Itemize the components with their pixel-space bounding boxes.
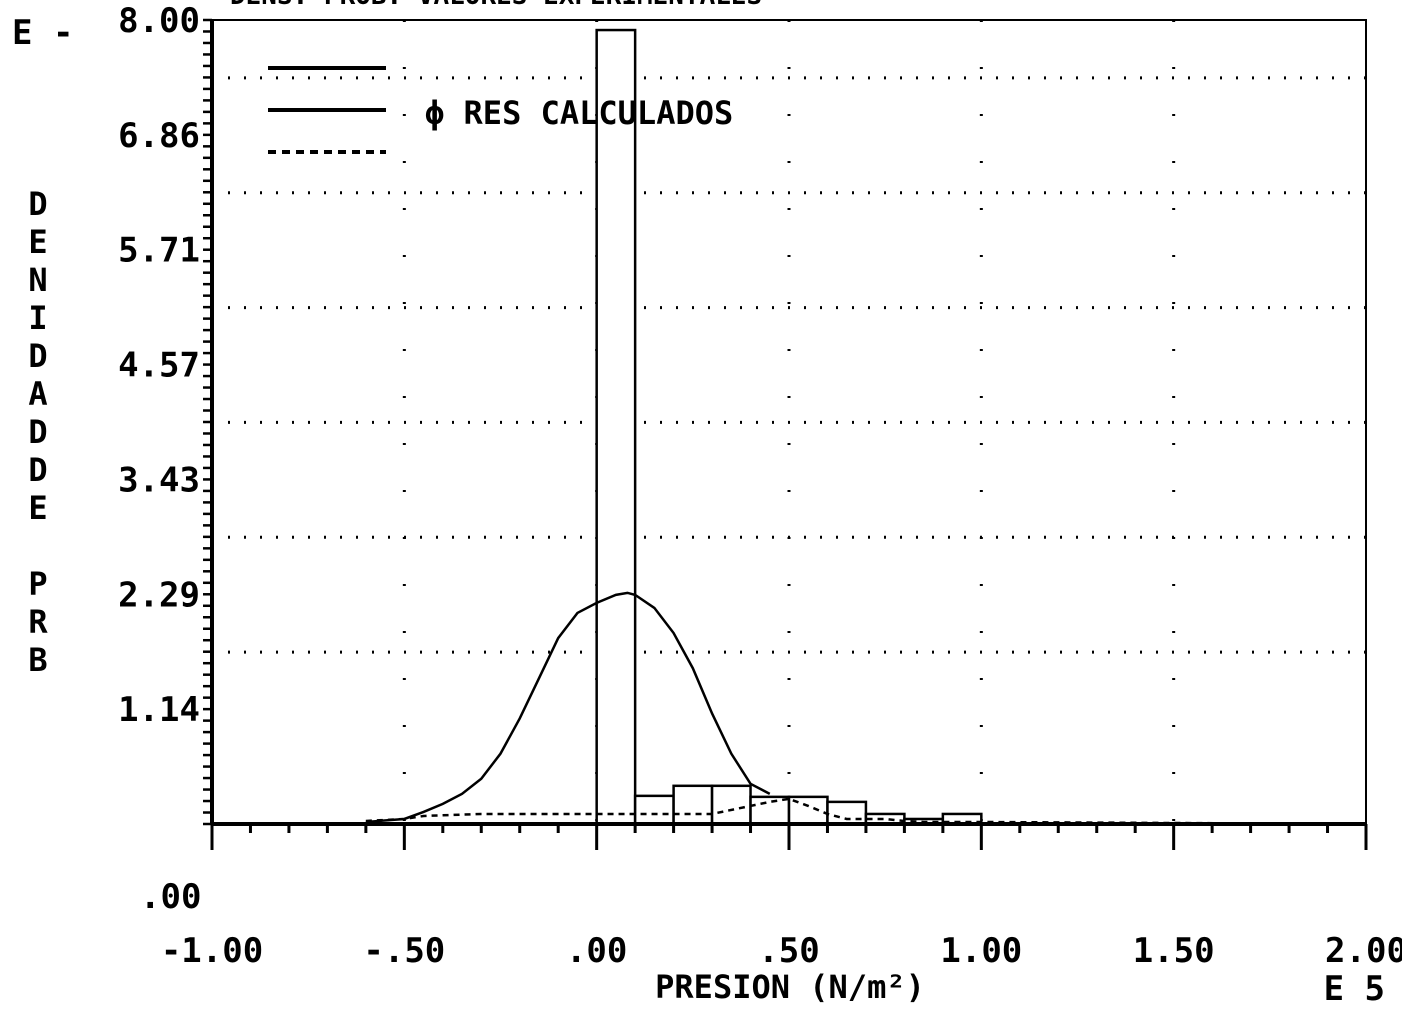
x-tick-label: 1.50 (1133, 931, 1215, 971)
x-tick-label: -.50 (363, 931, 445, 971)
y-tick-label: 3.43 (118, 460, 200, 500)
y-scale-note: E - (12, 13, 73, 53)
histogram-bar (633, 794, 675, 826)
histogram-layer (595, 28, 983, 826)
top-caption: DENS. PROB. VALORES EXPERIMENTALES (230, 0, 762, 11)
y-axis-label-letter: E (28, 489, 47, 527)
x-tick-label: -1.00 (161, 931, 263, 971)
y-tick-label: 6.86 (118, 116, 200, 156)
dashed-series-line (365, 797, 1367, 826)
y-tick-label: 1.14 (118, 690, 200, 730)
y-axis-label-letter: N (28, 261, 47, 299)
y-axis-label-letter: B (28, 641, 47, 679)
y-axis-label-letter: D (28, 337, 47, 375)
y-tick-label: 8.00 (118, 1, 200, 41)
y-axis-label-letter: I (28, 299, 47, 337)
y-axis-label-letter: D (28, 413, 47, 451)
y-axis-label-letter: E (28, 223, 47, 261)
y-axis-label-letter: A (28, 375, 47, 413)
y-axis-label-letter: R (28, 603, 48, 641)
x-tick-label: 1.00 (940, 931, 1022, 971)
y-axis-label-letter: P (28, 565, 47, 603)
histogram-bar (672, 784, 714, 826)
y-tick-label: 4.57 (118, 346, 200, 386)
x-axis-label: PRESION (N/m²) (655, 968, 925, 1006)
curve-layer (365, 591, 1367, 826)
histogram-bar (826, 800, 868, 826)
legend: ϕ RES CALCULADOS (268, 66, 733, 154)
y-tick-label: 5.71 (118, 231, 200, 271)
y-axis-label-letter: D (28, 451, 47, 489)
solid-series-line (365, 591, 771, 824)
x-scale-note: E 5 (1324, 969, 1385, 1009)
x-tick-label: .50 (758, 931, 819, 971)
histogram-bar (710, 784, 752, 826)
legend-label: ϕ RES CALCULADOS (425, 94, 733, 132)
y-tick-label: 2.29 (118, 575, 200, 615)
tick-label-layer: -1.00 -.50 .00 .50 1.00 1.50 2.00 1.14 2.29 3.43 4… (118, 1, 1402, 971)
y-axis-label-letter: D (28, 185, 47, 223)
x-tick-label: .00 (566, 931, 627, 971)
y-zero-label: .00 (140, 877, 201, 917)
axes-layer (203, 18, 1368, 850)
grid-layer (212, 20, 1366, 824)
histogram-bar (595, 28, 637, 826)
x-tick-label: 2.00 (1325, 931, 1402, 971)
